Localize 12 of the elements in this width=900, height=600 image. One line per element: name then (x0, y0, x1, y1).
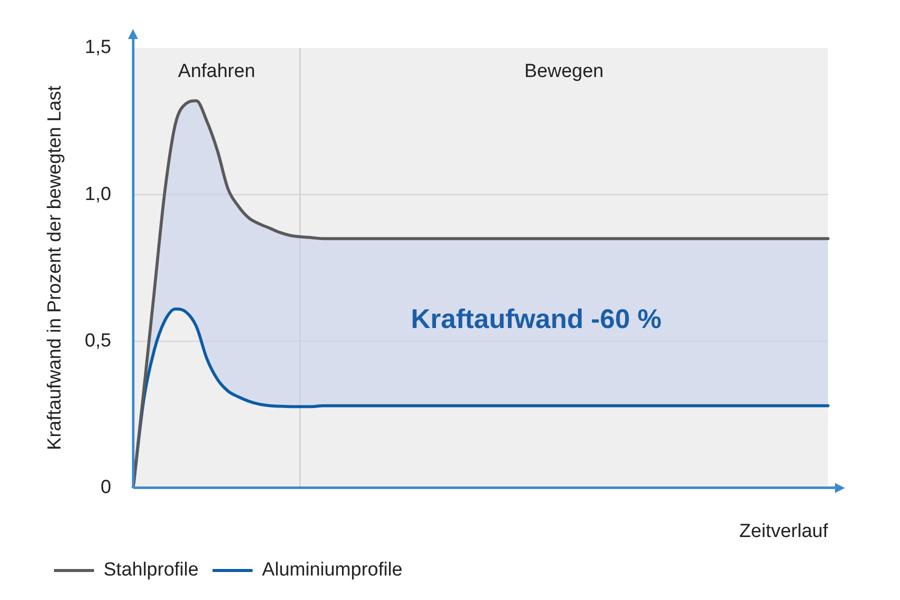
legend-label: Stahlprofile (104, 560, 199, 581)
legend-label: Aluminiumprofile (262, 560, 403, 581)
y-tick-label: 0 (100, 477, 112, 498)
y-tick-label: 1,5 (84, 37, 112, 58)
annotation: Kraftaufwand -60 % (410, 304, 662, 334)
y-tick-label: 0,5 (84, 330, 112, 352)
annotation: Anfahren (178, 61, 256, 82)
y-tick-label: 1,0 (84, 184, 112, 205)
y-axis-title: Kraftaufwand in Prozent der bewegten Last (44, 84, 66, 450)
line-series (132, 99, 830, 488)
annotation: Bewegen (524, 61, 604, 82)
x-axis-title: Zeitverlauf (739, 520, 829, 542)
